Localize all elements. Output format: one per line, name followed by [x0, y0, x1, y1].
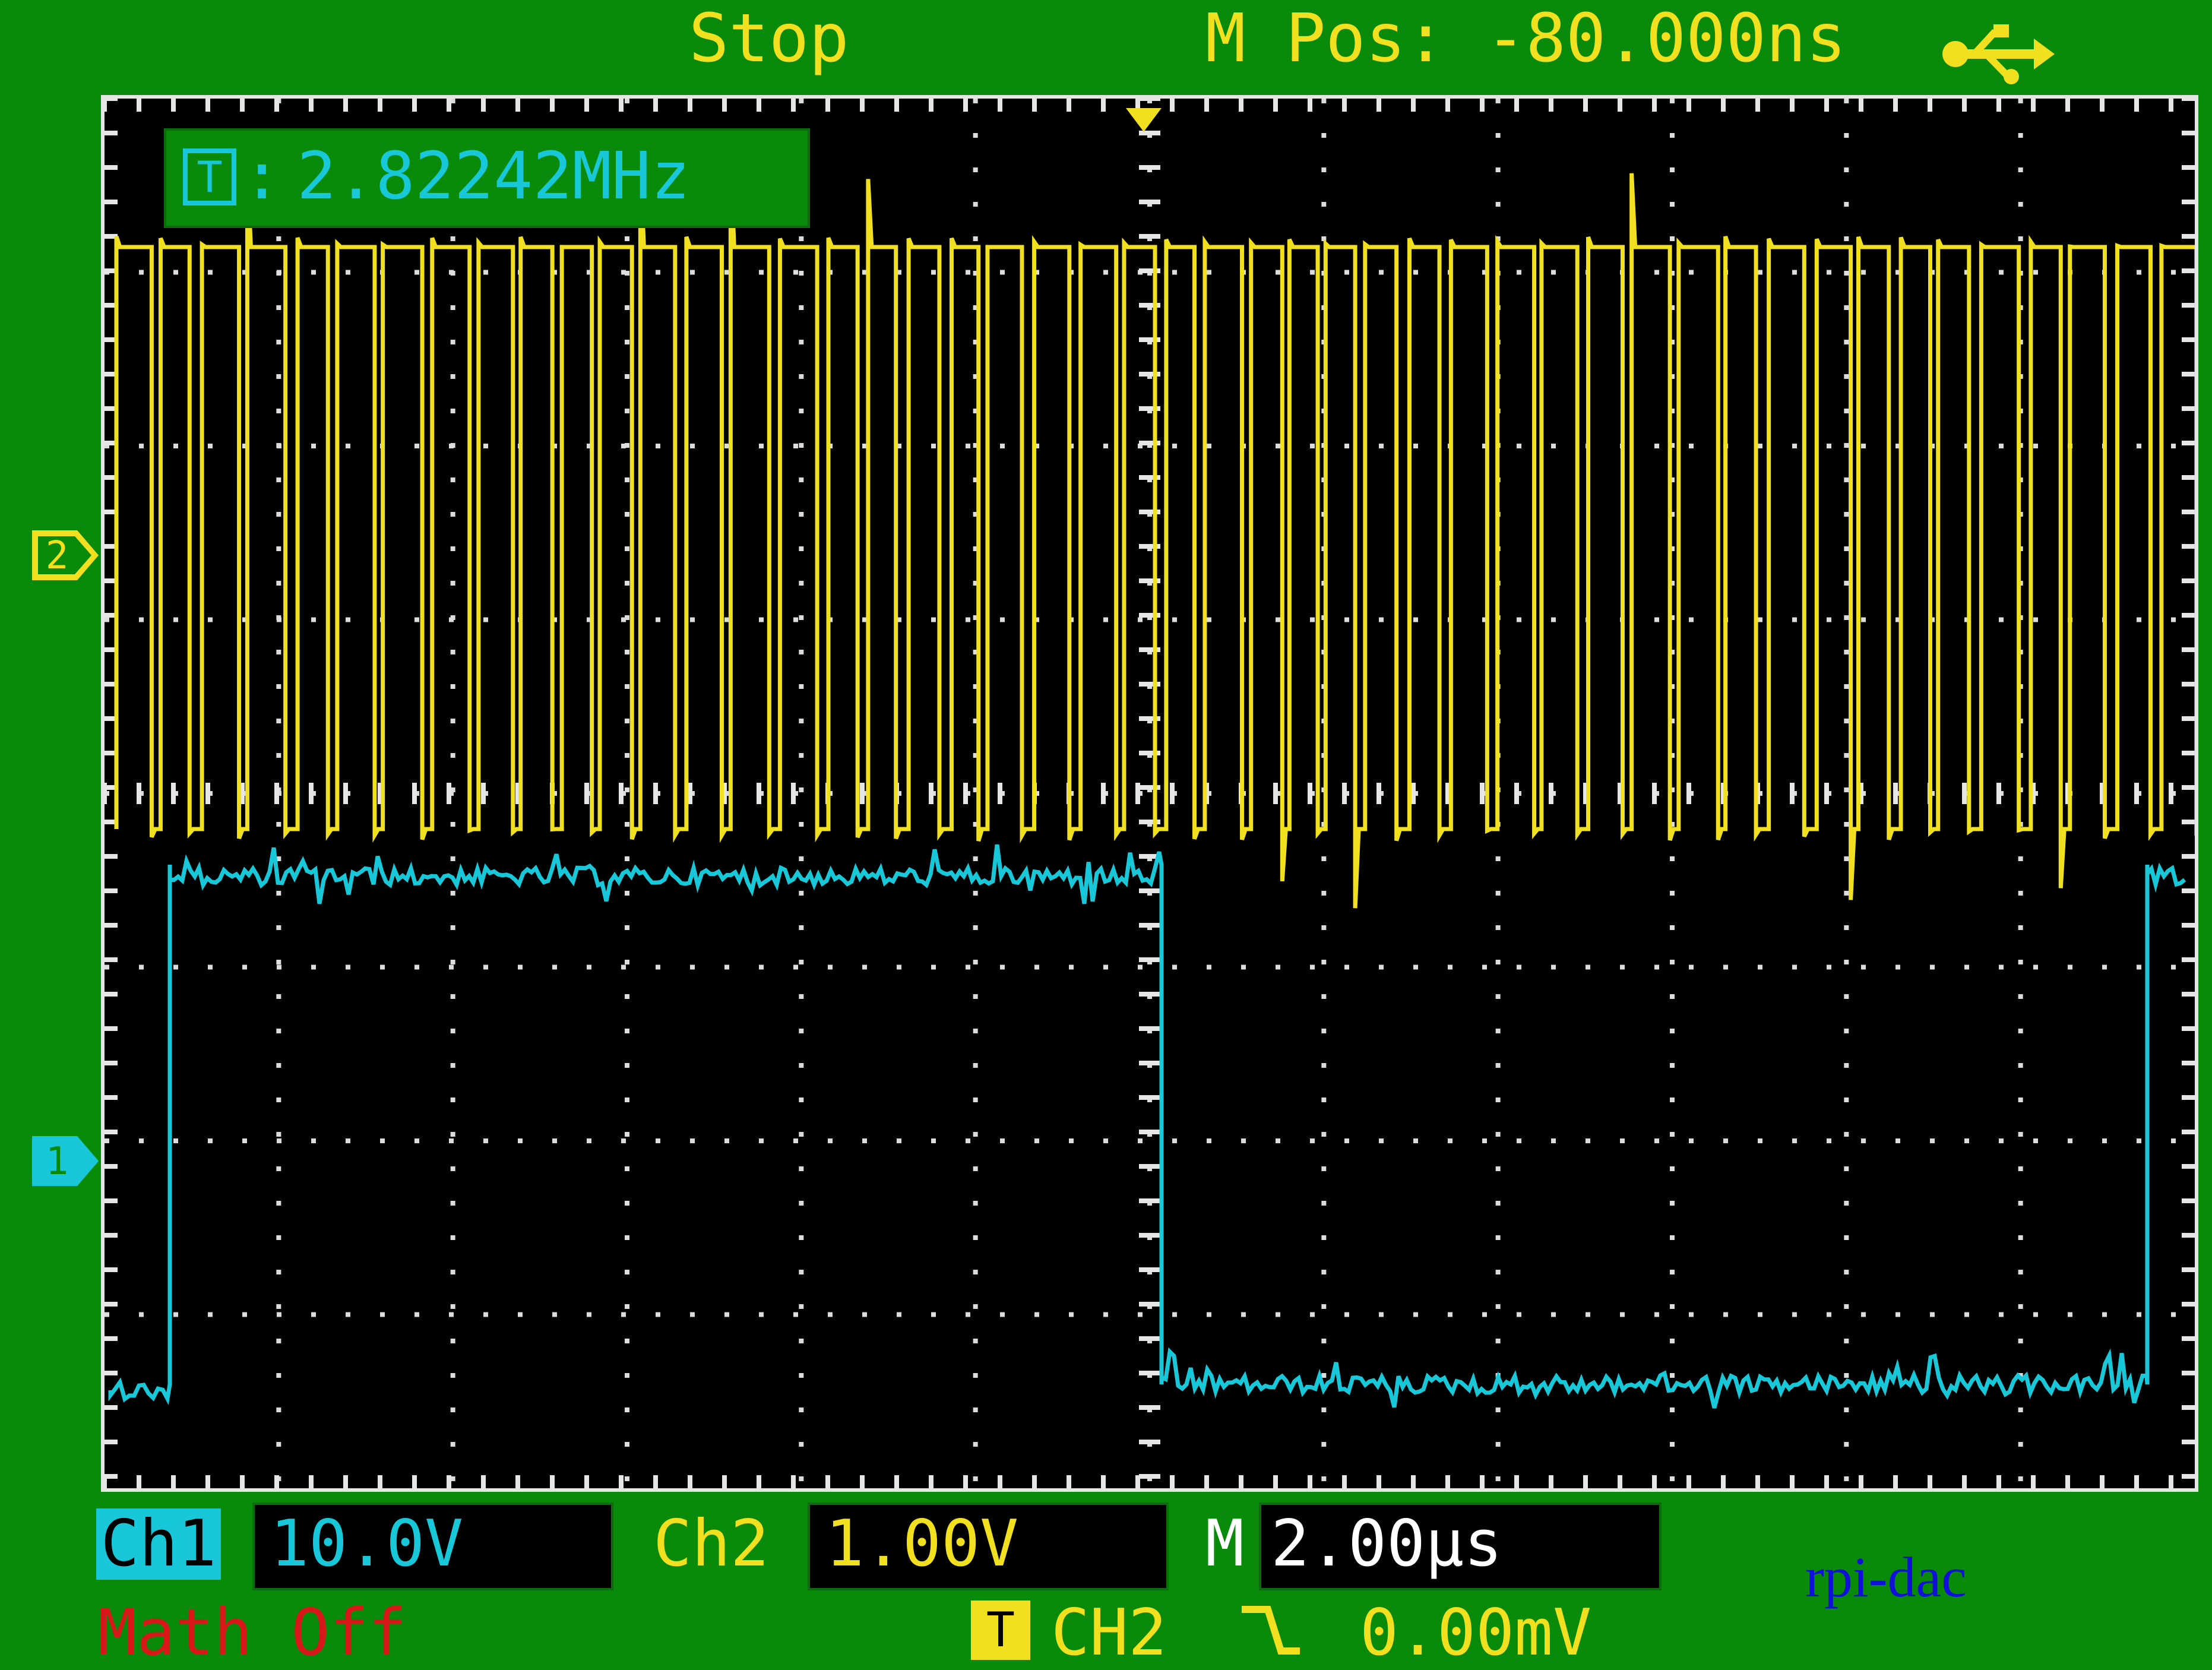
acquisition-status: Stop	[689, 0, 849, 77]
trigger-position-marker	[1126, 108, 1162, 132]
ch2-marker-label: 2	[46, 534, 69, 578]
ch2-trace	[114, 165, 2195, 909]
timebase-scale: 2.00µs	[1271, 1507, 1503, 1581]
timebase-label[interactable]: M	[1205, 1507, 1245, 1581]
math-status: Math Off	[98, 1596, 407, 1670]
graticule	[105, 99, 2195, 1488]
ch1-scale: 10.0V	[270, 1507, 464, 1581]
ch2-label[interactable]: Ch2	[653, 1507, 770, 1581]
ch2-waveform	[114, 165, 2195, 909]
ch1-waveform	[108, 844, 2186, 1409]
waveform-display: T : 2.82242MHz	[101, 95, 2198, 1492]
trigger-icon: T	[971, 1601, 1030, 1660]
timebase-box	[1259, 1503, 1662, 1590]
ch2-level-marker[interactable]: 2	[30, 526, 101, 585]
ch1-label[interactable]: Ch1	[96, 1508, 221, 1580]
falling-edge-icon	[1242, 1606, 1300, 1655]
measurement-colon: :	[242, 138, 282, 214]
watermark-text: rpi-dac	[1805, 1545, 1967, 1609]
horizontal-position-readout: M Pos: -80.000ns	[1205, 0, 1846, 77]
trigger-level: 0.00mV	[1360, 1596, 1592, 1670]
measurement-type-icon: T	[183, 148, 236, 205]
ch2-scale: 1.00V	[825, 1507, 1019, 1581]
ch1-marker-label: 1	[46, 1140, 69, 1184]
ch1-trace	[108, 844, 2186, 1409]
usb-icon	[1942, 24, 2055, 84]
frequency-value: 2.82242MHz	[297, 138, 691, 214]
ch1-scale-box	[252, 1503, 613, 1590]
frequency-measurement: T : 2.82242MHz	[164, 128, 810, 228]
ch2-scale-box	[808, 1503, 1169, 1590]
ch1-level-marker[interactable]: 1	[30, 1131, 101, 1191]
trigger-source: CH2	[1051, 1596, 1167, 1670]
